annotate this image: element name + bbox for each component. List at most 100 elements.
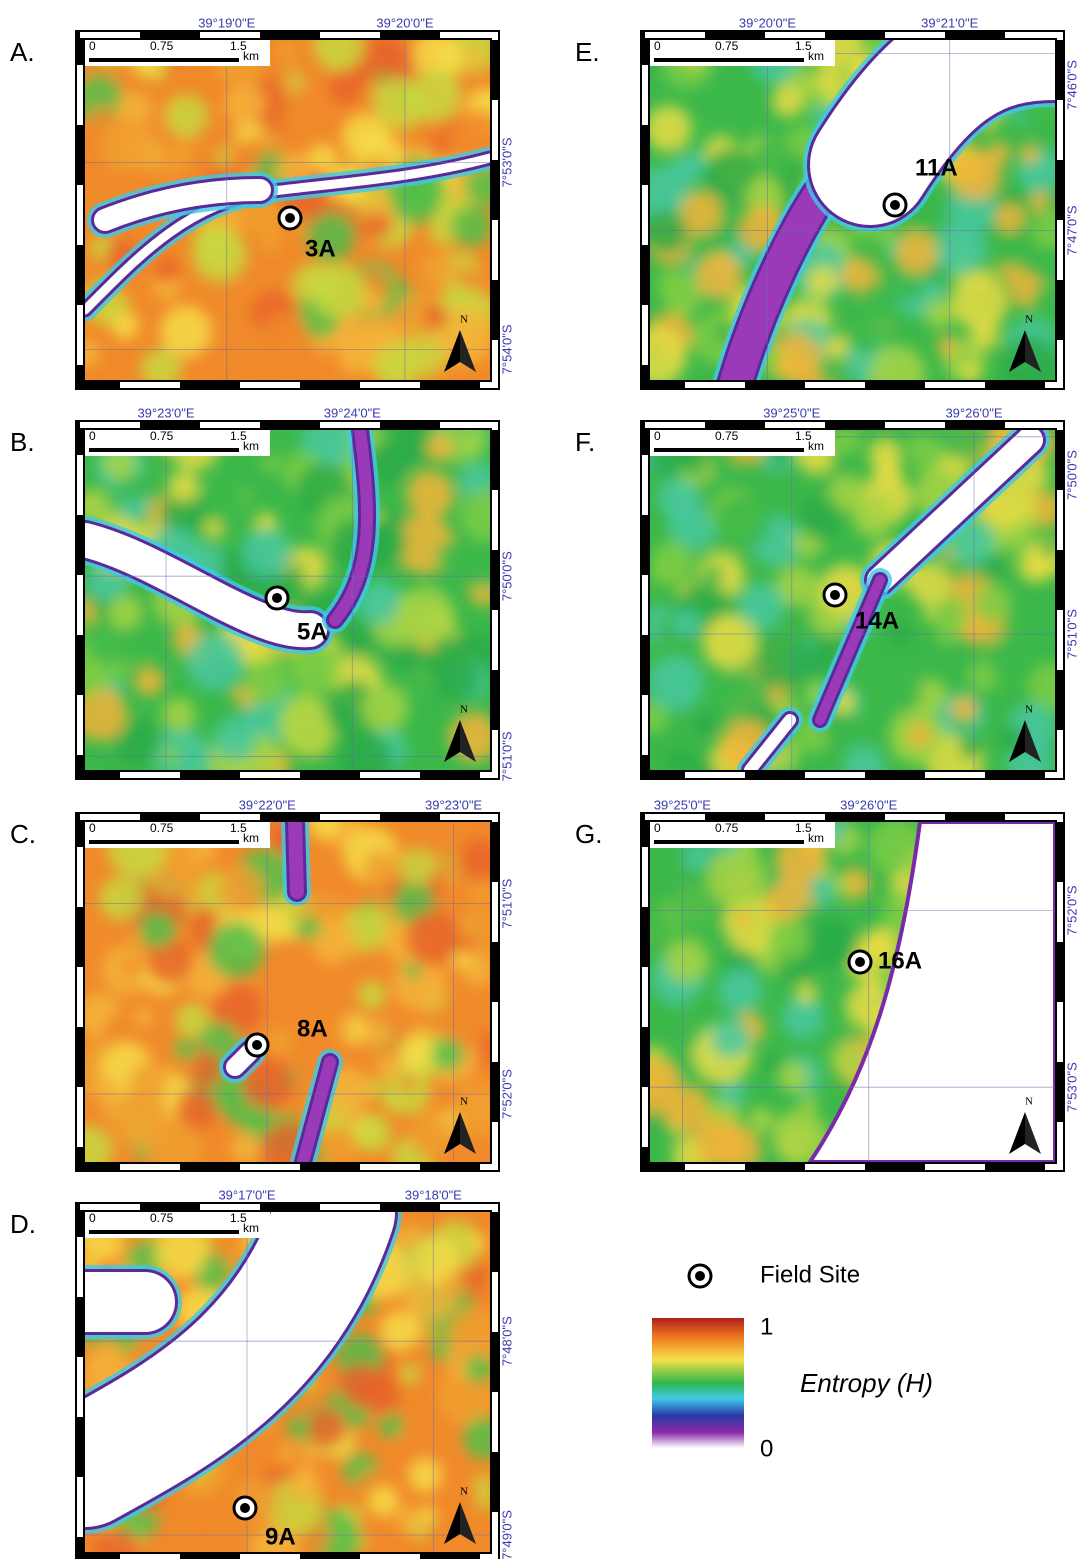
texture-blob xyxy=(134,1007,154,1027)
latitude-label: 7°51'0"S xyxy=(499,731,514,781)
scale-unit: km xyxy=(243,49,259,63)
texture-blob xyxy=(426,434,454,462)
longitude-label: 39°26'0"E xyxy=(945,405,1002,420)
map-image xyxy=(62,806,509,1179)
latitude-label: 7°50'0"S xyxy=(499,551,514,601)
texture-blob xyxy=(359,1373,401,1415)
texture-blob xyxy=(363,1020,391,1048)
site-marker-dot xyxy=(830,590,840,600)
texture-blob xyxy=(168,470,200,502)
texture-blob xyxy=(895,231,938,274)
map-image xyxy=(69,19,511,391)
texture-blob xyxy=(973,583,1013,623)
north-label: N xyxy=(460,314,468,326)
texture-blob xyxy=(459,432,481,454)
texture-blob xyxy=(304,82,329,107)
texture-blob xyxy=(139,912,176,949)
longitude-label: 39°25'0"E xyxy=(654,797,711,812)
site-marker-dot xyxy=(890,200,900,210)
texture-blob xyxy=(208,922,265,979)
panel-letter: F. xyxy=(575,427,595,457)
texture-blob xyxy=(261,312,307,358)
texture-blob xyxy=(262,455,280,473)
texture-blob xyxy=(434,656,479,701)
texture-blob xyxy=(408,1459,442,1493)
map-panel: 00.751.5kmN39°17'0"E39°18'0"E7°48'0"S7°4… xyxy=(10,1187,514,1559)
scale-label: 0.75 xyxy=(715,821,739,835)
texture-blob xyxy=(186,633,243,690)
texture-blob xyxy=(289,1470,320,1501)
texture-blob xyxy=(457,266,481,290)
panel-letter: B. xyxy=(10,427,35,457)
water xyxy=(295,822,297,892)
texture-blob xyxy=(244,661,289,706)
site-label: 14A xyxy=(855,607,899,634)
texture-blob xyxy=(108,595,142,629)
texture-blob xyxy=(224,83,266,125)
texture-blob xyxy=(657,477,699,519)
texture-blob xyxy=(1000,251,1018,269)
latitude-label: 7°51'0"S xyxy=(1064,609,1079,659)
map-image xyxy=(627,14,1073,403)
scale-bar xyxy=(89,448,239,452)
texture-blob xyxy=(332,1018,352,1038)
texture-blob xyxy=(216,866,263,913)
texture-blob xyxy=(276,41,297,62)
texture-blob xyxy=(257,128,284,155)
texture-blob xyxy=(1019,143,1039,163)
texture-blob xyxy=(772,86,804,118)
texture-blob xyxy=(318,349,342,373)
site-label: 8A xyxy=(297,1015,328,1042)
texture-blob xyxy=(833,877,851,895)
texture-blob xyxy=(799,497,842,540)
scale-label: 0.75 xyxy=(150,1211,174,1225)
scale-label: 0 xyxy=(89,429,96,443)
scale-unit: km xyxy=(808,831,824,845)
longitude-label: 39°23'0"E xyxy=(425,797,482,812)
water xyxy=(235,1052,250,1067)
texture-blob xyxy=(971,320,1000,349)
scale-bar xyxy=(654,840,804,844)
texture-blob xyxy=(629,906,673,950)
texture-blob xyxy=(995,203,1025,233)
texture-blob xyxy=(465,1355,494,1384)
site-marker-dot xyxy=(252,1040,262,1050)
texture-blob xyxy=(1030,191,1050,211)
longitude-label: 39°24'0"E xyxy=(324,405,381,420)
texture-blob xyxy=(214,717,258,761)
texture-blob xyxy=(937,336,957,356)
texture-blob xyxy=(71,339,100,368)
latitude-label: 7°49'0"S xyxy=(499,1510,514,1559)
texture-blob xyxy=(796,983,817,1004)
scale-label: 0.75 xyxy=(150,429,174,443)
texture-blob xyxy=(623,1058,680,1115)
scale-label: 0.75 xyxy=(715,429,739,443)
texture-blob xyxy=(230,1132,262,1164)
texture-blob xyxy=(650,558,678,586)
texture-blob xyxy=(671,157,692,178)
panel-letter: D. xyxy=(10,1209,36,1239)
texture-blob xyxy=(695,253,742,300)
texture-blob xyxy=(418,252,456,290)
site-label: 11A xyxy=(915,154,958,181)
texture-blob xyxy=(645,105,692,152)
texture-blob xyxy=(718,968,763,1013)
texture-blob xyxy=(644,210,688,254)
texture-blob xyxy=(1041,541,1058,558)
texture-blob xyxy=(380,1310,421,1351)
texture-blob xyxy=(397,1507,425,1535)
texture-blob xyxy=(376,1055,399,1078)
texture-blob xyxy=(100,118,154,172)
texture-blob xyxy=(989,632,1041,684)
texture-blob xyxy=(68,662,102,696)
texture-blob xyxy=(801,1095,818,1112)
texture-blob xyxy=(134,666,164,696)
texture-blob xyxy=(374,77,426,129)
texture-blob xyxy=(841,257,878,294)
texture-blob xyxy=(711,1018,751,1058)
texture-blob xyxy=(378,1413,403,1438)
map-panel: 00.751.5kmN39°19'0"E39°20'0"E7°53'0"S7°5… xyxy=(10,15,514,390)
longitude-label: 39°18'0"E xyxy=(405,1187,462,1202)
panel-letter: G. xyxy=(575,819,602,849)
